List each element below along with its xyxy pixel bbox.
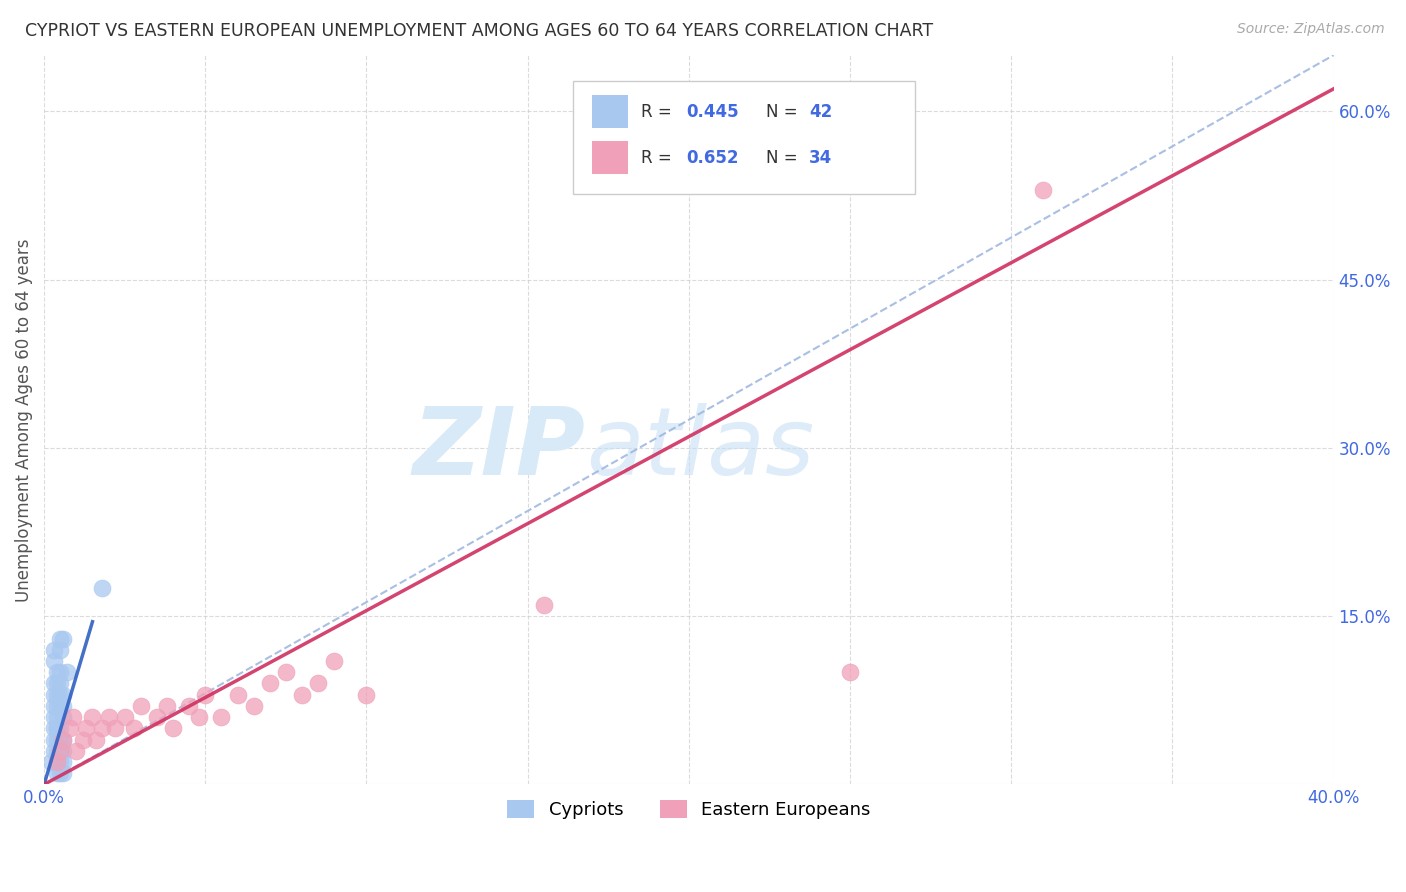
Text: Source: ZipAtlas.com: Source: ZipAtlas.com — [1237, 22, 1385, 37]
Point — [52, 732, 75, 747]
Legend: Cypriots, Eastern Europeans: Cypriots, Eastern Europeans — [501, 793, 877, 827]
Point — [42, 676, 65, 690]
Text: R =: R = — [641, 149, 678, 167]
Point — [46, 710, 69, 724]
Point — [49, 732, 72, 747]
Text: 0.652: 0.652 — [686, 149, 738, 167]
Point — [839, 665, 862, 680]
Point — [49, 755, 72, 769]
Point — [52, 698, 75, 713]
Point — [52, 688, 75, 702]
Point — [104, 722, 127, 736]
Point — [46, 688, 69, 702]
Point — [274, 665, 297, 680]
FancyBboxPatch shape — [572, 80, 914, 194]
Point — [97, 710, 120, 724]
Point — [162, 722, 184, 736]
Point — [42, 710, 65, 724]
Point — [194, 688, 217, 702]
FancyBboxPatch shape — [592, 95, 628, 128]
Point — [156, 698, 179, 713]
Point — [42, 722, 65, 736]
Point — [46, 722, 69, 736]
Point — [124, 722, 146, 736]
Point — [356, 688, 378, 702]
Point — [179, 698, 201, 713]
Point — [52, 732, 75, 747]
Point — [65, 744, 87, 758]
Text: R =: R = — [641, 103, 678, 121]
Point — [72, 732, 94, 747]
Point — [146, 710, 169, 724]
Text: N =: N = — [766, 149, 803, 167]
Text: CYPRIOT VS EASTERN EUROPEAN UNEMPLOYMENT AMONG AGES 60 TO 64 YEARS CORRELATION C: CYPRIOT VS EASTERN EUROPEAN UNEMPLOYMENT… — [25, 22, 934, 40]
Point — [42, 698, 65, 713]
Point — [46, 722, 69, 736]
Point — [49, 688, 72, 702]
Point — [291, 688, 314, 702]
Point — [49, 632, 72, 646]
Point — [114, 710, 136, 724]
Point — [209, 710, 232, 724]
Text: atlas: atlas — [586, 403, 814, 494]
Point — [52, 755, 75, 769]
Point — [46, 744, 69, 758]
Point — [307, 676, 329, 690]
Point — [533, 598, 555, 612]
Y-axis label: Unemployment Among Ages 60 to 64 years: Unemployment Among Ages 60 to 64 years — [15, 238, 32, 601]
Point — [49, 698, 72, 713]
Point — [52, 710, 75, 724]
Text: N =: N = — [766, 103, 803, 121]
Point — [42, 654, 65, 668]
Point — [46, 755, 69, 769]
Point — [42, 642, 65, 657]
Point — [55, 665, 77, 680]
Point — [49, 722, 72, 736]
Point — [1032, 183, 1054, 197]
Point — [49, 665, 72, 680]
Point — [46, 676, 69, 690]
Point — [129, 698, 152, 713]
Point — [46, 766, 69, 780]
Point — [49, 744, 72, 758]
Point — [52, 632, 75, 646]
Point — [259, 676, 281, 690]
Point — [46, 732, 69, 747]
Point — [49, 642, 72, 657]
Point — [226, 688, 249, 702]
Point — [59, 722, 82, 736]
Point — [46, 755, 69, 769]
Point — [91, 581, 114, 595]
Point — [46, 698, 69, 713]
Point — [62, 710, 84, 724]
Point — [42, 688, 65, 702]
Text: ZIP: ZIP — [413, 403, 586, 495]
Text: 0.445: 0.445 — [686, 103, 740, 121]
Point — [46, 665, 69, 680]
Text: 34: 34 — [808, 149, 832, 167]
Point — [187, 710, 209, 724]
Text: 42: 42 — [808, 103, 832, 121]
Point — [323, 654, 346, 668]
Point — [39, 755, 62, 769]
Point — [49, 676, 72, 690]
Point — [42, 732, 65, 747]
Point — [84, 732, 107, 747]
Point — [82, 710, 104, 724]
Point — [42, 744, 65, 758]
FancyBboxPatch shape — [592, 141, 628, 174]
Point — [49, 744, 72, 758]
Point — [91, 722, 114, 736]
Point — [49, 766, 72, 780]
Point — [52, 744, 75, 758]
Point — [242, 698, 264, 713]
Point — [52, 766, 75, 780]
Point — [75, 722, 97, 736]
